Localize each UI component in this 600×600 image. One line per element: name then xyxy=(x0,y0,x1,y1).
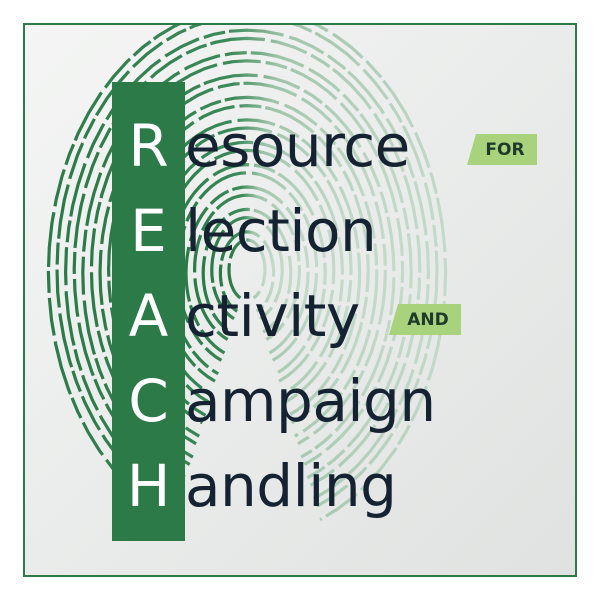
tag-for: FOR xyxy=(467,134,537,165)
fingerprint-ridge xyxy=(81,50,413,480)
fingerprint-ridge xyxy=(141,126,353,404)
word-election: lection xyxy=(185,197,377,265)
initial-a: A xyxy=(128,282,169,350)
fingerprint-ridge xyxy=(98,73,396,459)
fingerprint-ridge xyxy=(184,185,310,355)
logo-card: R E A C H esource lection ctivity ampaig… xyxy=(23,23,577,577)
fingerprint-ridge xyxy=(227,238,267,300)
fingerprint-ridge xyxy=(63,28,431,501)
word-activity: ctivity xyxy=(185,282,360,350)
initial-r: R xyxy=(128,112,169,180)
tag-and: AND xyxy=(389,304,461,335)
fingerprint-ridge xyxy=(210,215,284,321)
fingerprint-ridge xyxy=(201,207,293,334)
fingerprint-ridge xyxy=(218,230,276,313)
fingerprint-ridge xyxy=(46,25,448,521)
word-campaign: ampaign xyxy=(185,367,436,435)
fingerprint-ridge xyxy=(192,193,302,341)
word-handling: andling xyxy=(185,452,397,520)
fingerprint-ridge xyxy=(124,103,370,425)
word-resource: esource xyxy=(185,112,410,180)
initial-e: E xyxy=(130,197,167,265)
initial-h: H xyxy=(126,452,171,520)
reach-bar xyxy=(112,82,185,541)
fingerprint-ridge xyxy=(55,25,439,508)
initial-c: C xyxy=(128,367,169,435)
